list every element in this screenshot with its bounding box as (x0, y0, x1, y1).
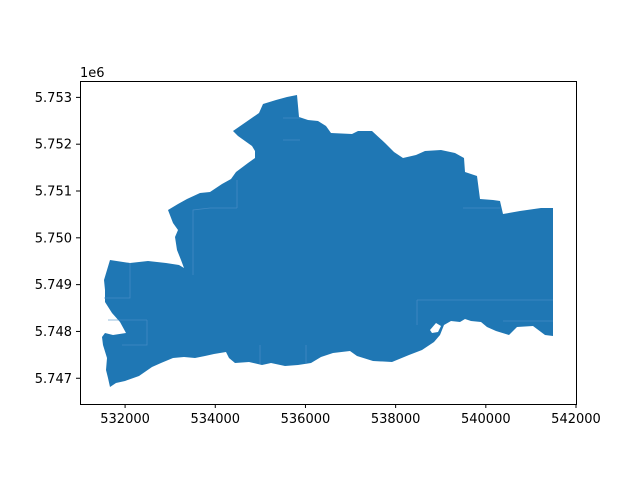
x-axis: 532000 534000 536000 538000 540000 542000 (100, 404, 601, 427)
y-tick-label: 5.750 (35, 231, 72, 246)
y-tick-label: 5.751 (35, 185, 72, 200)
x-tick-label: 532000 (100, 412, 150, 427)
boundary-line (192, 207, 237, 275)
boundary-line (122, 320, 148, 346)
district-polygon (102, 95, 553, 387)
axes-frame (80, 81, 577, 405)
boundary-line (104, 263, 131, 299)
map-polygons (102, 95, 553, 387)
y-tick-label: 5.752 (35, 138, 72, 153)
x-tick-label: 538000 (371, 412, 421, 427)
y-tick-label: 5.747 (35, 372, 72, 387)
x-tick-label: 540000 (461, 412, 511, 427)
y-axis: 5.747 5.748 5.749 5.750 5.751 5.752 5.753 (35, 91, 80, 387)
x-tick-label: 536000 (281, 412, 331, 427)
y-tick-label: 5.753 (35, 91, 72, 106)
enclave-cutout (430, 323, 441, 333)
internal-boundaries (104, 117, 553, 364)
y-tick-label: 5.749 (35, 278, 72, 293)
y-offset-label: 1e6 (80, 66, 105, 81)
x-tick-label: 534000 (190, 412, 240, 427)
y-tick-label: 5.748 (35, 325, 72, 340)
x-tick-label: 542000 (551, 412, 601, 427)
